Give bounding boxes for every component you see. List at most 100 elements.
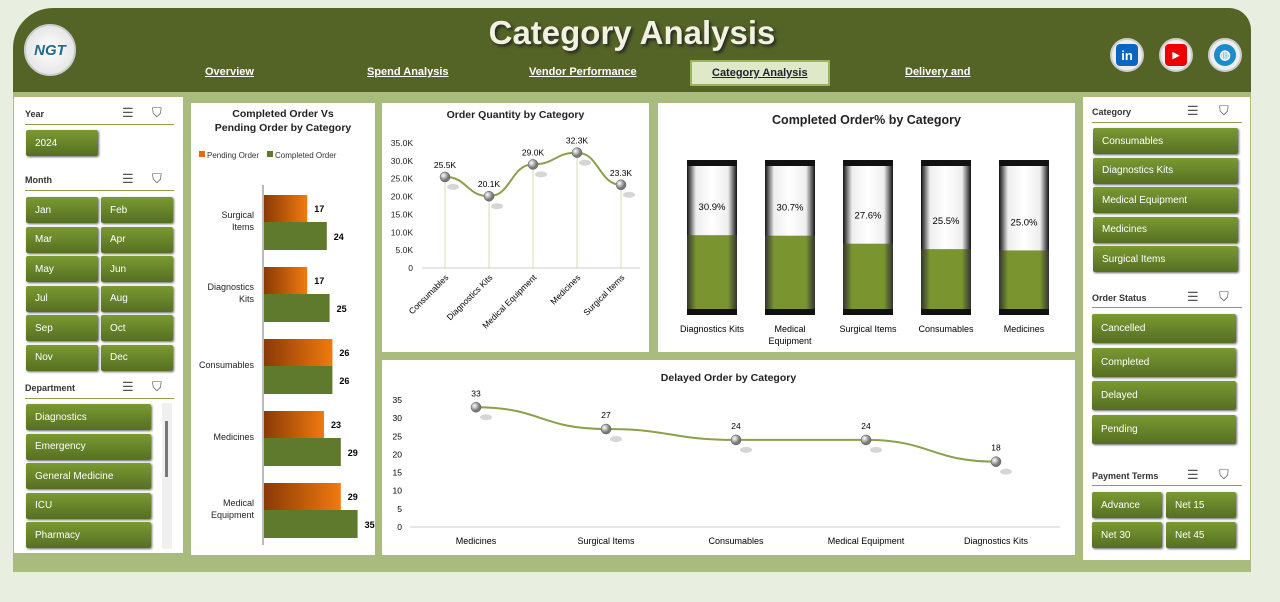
- month-oct[interactable]: Oct: [101, 315, 173, 341]
- payment-term-item[interactable]: Net 30: [1092, 522, 1162, 548]
- data-label: 27.6%: [855, 211, 882, 222]
- order-quantity-chart: Order Quantity by Category 0 5.0K 10.0K 15.…: [382, 103, 649, 352]
- month-jan[interactable]: Jan: [26, 197, 98, 223]
- year-slicer-label: Year: [25, 109, 45, 119]
- payment-term-item[interactable]: Net 45: [1166, 522, 1236, 548]
- multi-select-icon[interactable]: ☰: [1187, 289, 1199, 304]
- category-label: Kits: [239, 294, 255, 304]
- payment-term-item[interactable]: Net 15: [1166, 492, 1236, 518]
- department-item[interactable]: General Medicine: [26, 463, 151, 489]
- month-aug[interactable]: Aug: [101, 285, 173, 312]
- department-slicer-label: Department: [25, 383, 76, 393]
- status-pending[interactable]: Pending: [1092, 414, 1236, 444]
- pending-bar: [264, 267, 308, 294]
- y-tick: 5.0K: [396, 245, 414, 255]
- bar-fill: [765, 235, 815, 315]
- data-label: 25.5%: [933, 216, 960, 227]
- clear-filter-icon[interactable]: ⛉: [152, 171, 162, 186]
- month-feb[interactable]: Feb: [101, 197, 173, 223]
- right-slicer-panel: Category ☰ ⛉ Consumables Diagnostics Kits…: [1083, 97, 1250, 560]
- category-label: Medical: [223, 498, 254, 508]
- month-may[interactable]: May: [26, 256, 98, 282]
- department-item[interactable]: Pharmacy: [26, 522, 151, 548]
- completed-percent-chart: Completed Order% by Category 30.9% Diagno…: [658, 103, 1075, 352]
- category-item[interactable]: Medicines: [1093, 216, 1238, 243]
- nav-spend-analysis[interactable]: Spend Analysis: [367, 66, 449, 78]
- nav-category-analysis[interactable]: Category Analysis: [690, 60, 830, 86]
- x-tick: Surgical Items: [577, 536, 635, 546]
- multi-select-icon[interactable]: ☰: [1187, 467, 1199, 482]
- completed-value: 25: [337, 304, 347, 314]
- category-item[interactable]: Surgical Items: [1093, 246, 1238, 272]
- x-tick: Consumables: [918, 324, 974, 334]
- data-label: 18: [991, 443, 1001, 453]
- month-jul[interactable]: Jul: [26, 285, 98, 312]
- department-scrollbar[interactable]: [162, 403, 172, 549]
- bar-fill: [999, 250, 1049, 315]
- year-2024[interactable]: 2024: [26, 130, 98, 156]
- clear-filter-icon[interactable]: ⛉: [1219, 289, 1229, 304]
- y-tick: 15: [393, 468, 403, 478]
- y-tick: 5: [397, 504, 402, 514]
- multi-select-icon[interactable]: ☰: [122, 379, 134, 394]
- nav-overview[interactable]: Overview: [205, 66, 254, 78]
- bar-fill: [687, 235, 737, 315]
- status-completed[interactable]: Completed: [1092, 347, 1236, 377]
- x-tick: Consumables: [708, 536, 764, 546]
- month-jun[interactable]: Jun: [101, 256, 173, 282]
- pending-bar: [264, 195, 308, 222]
- payment-terms-slicer-label: Payment Terms: [1092, 471, 1159, 481]
- month-nov[interactable]: Nov: [26, 344, 98, 371]
- x-tick: Diagnostics Kits: [680, 324, 745, 334]
- nav-delivery[interactable]: Delivery and: [905, 66, 971, 78]
- clear-filter-icon[interactable]: ⛉: [1219, 467, 1229, 482]
- linkedin-icon[interactable]: in: [1110, 38, 1144, 72]
- completed-vs-pending-chart: Completed Order Vs Pending Order by Cate…: [191, 103, 375, 555]
- left-slicer-panel: Year ☰ ⛉ 2024 Month ☰ ⛉ Jan Feb Mar Apr May J…: [14, 97, 183, 553]
- category-item[interactable]: Medical Equipment: [1093, 187, 1238, 213]
- multi-select-icon[interactable]: ☰: [122, 105, 134, 120]
- youtube-icon[interactable]: ▶: [1159, 38, 1193, 72]
- clear-filter-icon[interactable]: ⛉: [152, 105, 162, 120]
- multi-select-icon[interactable]: ☰: [1187, 103, 1199, 118]
- bar-fill: [843, 243, 893, 315]
- x-tick: Medical: [774, 324, 805, 334]
- clear-filter-icon[interactable]: ⛉: [1219, 103, 1229, 118]
- ngt-logo: NGT: [24, 24, 76, 76]
- pending-value: 17: [314, 204, 324, 214]
- category-item[interactable]: Diagnostics Kits: [1093, 157, 1238, 184]
- nav-vendor-performance[interactable]: Vendor Performance: [529, 66, 637, 78]
- data-label: 24: [861, 421, 871, 431]
- payment-term-item[interactable]: Advance: [1092, 492, 1162, 518]
- data-point: [439, 171, 451, 183]
- x-tick: Consumables: [407, 272, 451, 316]
- globe-icon[interactable]: ◍: [1208, 38, 1242, 72]
- x-tick: Medicines: [548, 272, 582, 306]
- x-tick: Surgical Items: [581, 272, 626, 317]
- month-mar[interactable]: Mar: [26, 226, 98, 253]
- month-sep[interactable]: Sep: [26, 315, 98, 341]
- month-apr[interactable]: Apr: [101, 226, 173, 253]
- clear-filter-icon[interactable]: ⛉: [152, 379, 162, 394]
- pending-bar: [264, 483, 341, 510]
- y-tick: 35.0K: [391, 138, 414, 148]
- category-item[interactable]: Consumables: [1093, 128, 1238, 154]
- data-label: 25.0%: [1011, 217, 1038, 228]
- data-point: [527, 159, 539, 170]
- department-item[interactable]: ICU: [26, 492, 151, 519]
- month-dec[interactable]: Dec: [101, 344, 173, 371]
- department-item[interactable]: Diagnostics: [26, 404, 151, 430]
- status-delayed[interactable]: Delayed: [1092, 381, 1236, 410]
- data-point: [470, 402, 482, 413]
- data-label: 29.0K: [522, 147, 545, 157]
- multi-select-icon[interactable]: ☰: [122, 171, 134, 186]
- y-tick: 10.0K: [391, 227, 414, 237]
- department-item[interactable]: Emergency: [26, 433, 151, 460]
- status-cancelled[interactable]: Cancelled: [1092, 314, 1236, 343]
- order-status-slicer-label: Order Status: [1092, 293, 1147, 303]
- pending-value: 23: [331, 420, 341, 430]
- data-label: 33: [471, 388, 481, 398]
- y-tick: 30: [393, 413, 403, 423]
- completed-value: 35: [365, 520, 375, 530]
- pending-value: 26: [339, 348, 349, 358]
